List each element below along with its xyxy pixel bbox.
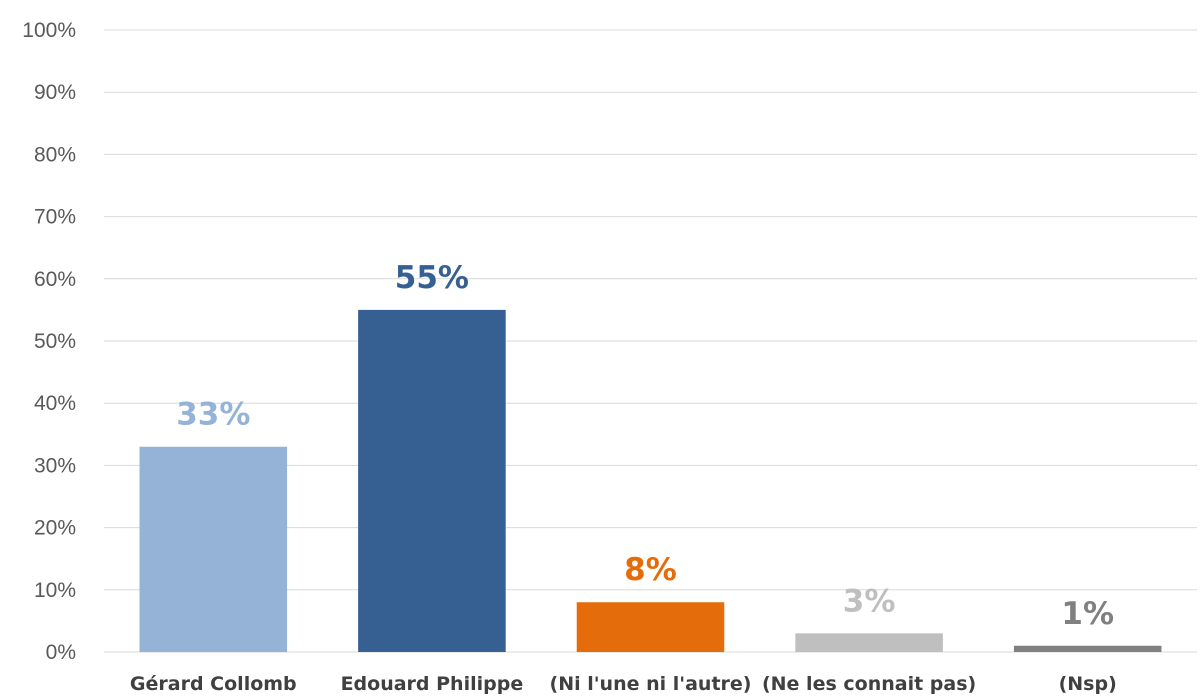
y-tick-label: 0% — [46, 641, 76, 664]
x-axis-category-labels: Gérard Collomb Edouard Philippe (Ni l'une … — [130, 673, 1117, 695]
category-label-5: (Nsp) — [1059, 673, 1117, 695]
y-tick-label: 60% — [34, 268, 76, 291]
category-label-1: Gérard Collomb — [130, 673, 297, 695]
bars — [139, 309, 1162, 652]
y-tick-label: 20% — [34, 517, 76, 540]
y-tick-label: 70% — [34, 206, 76, 229]
category-label-2: Edouard Philippe — [341, 673, 524, 695]
category-label-4: (Ne les connait pas) — [762, 673, 976, 695]
data-label-4: 3% — [843, 583, 896, 619]
data-label-3: 8% — [624, 552, 677, 588]
y-tick-label: 10% — [34, 579, 76, 602]
bar-3 — [576, 602, 725, 652]
data-label-5: 1% — [1061, 596, 1114, 632]
y-tick-label: 30% — [34, 454, 76, 477]
data-label-1: 33% — [176, 397, 250, 433]
y-tick-label: 40% — [34, 392, 76, 415]
data-label-2: 55% — [395, 260, 469, 296]
bar-4 — [795, 633, 943, 652]
y-tick-label: 90% — [34, 81, 76, 104]
y-axis-tick-labels: 0% 10% 20% 30% 40% 50% 60% 70% 80% 90% 100% — [22, 19, 76, 664]
data-labels: 33% 55% 8% 3% 1% — [176, 260, 1114, 632]
category-label-3: (Ni l'une ni l'autre) — [550, 673, 752, 695]
bar-2 — [358, 309, 506, 652]
bar-1 — [139, 446, 288, 652]
y-tick-label: 50% — [34, 330, 76, 353]
y-tick-label: 80% — [34, 143, 76, 166]
y-tick-label: 100% — [22, 19, 76, 42]
bar-5 — [1013, 645, 1162, 652]
